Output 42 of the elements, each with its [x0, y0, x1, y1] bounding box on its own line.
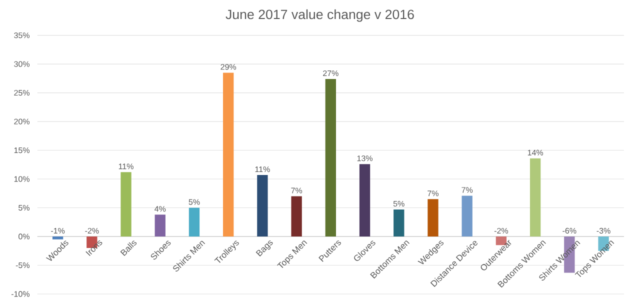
data-label: -3%	[596, 228, 610, 234]
y-tick-label: 35%	[14, 32, 30, 38]
bar	[188, 208, 200, 237]
bar	[120, 172, 132, 237]
bar	[154, 214, 166, 237]
data-label: -1%	[51, 228, 65, 234]
y-tick-label: 30%	[14, 61, 30, 67]
bar	[325, 79, 336, 237]
bar	[359, 164, 370, 237]
data-label: 4%	[154, 206, 166, 212]
data-label: 7%	[428, 190, 438, 196]
chart-title: June 2017 value change v 2016	[226, 9, 414, 22]
data-label: 7%	[462, 187, 473, 193]
data-label: 29%	[220, 64, 236, 70]
y-tick-label: 15%	[14, 147, 30, 154]
bar	[462, 196, 472, 237]
bar	[394, 209, 404, 237]
y-tick-label: 0%	[18, 234, 30, 240]
y-tick-label: -10%	[11, 291, 30, 297]
bar	[291, 196, 302, 237]
y-tick-label: 10%	[14, 176, 30, 182]
y-tick-label: 25%	[14, 90, 30, 96]
y-tick-label: -5%	[16, 262, 30, 268]
x-tick-label: Tops Men	[276, 240, 308, 268]
data-label: 11%	[255, 166, 270, 172]
bar	[223, 72, 234, 237]
data-label: 5%	[393, 200, 404, 207]
data-label: -2%	[494, 228, 508, 234]
data-label: -6%	[562, 228, 576, 234]
bar	[530, 158, 541, 237]
bar	[257, 175, 268, 237]
data-label: 11%	[118, 164, 134, 170]
data-label: 27%	[323, 70, 338, 76]
bar	[52, 236, 64, 240]
y-tick-label: 20%	[14, 118, 30, 124]
data-label: -2%	[85, 228, 99, 234]
data-label: 13%	[357, 155, 373, 162]
data-label: 14%	[528, 150, 544, 156]
data-label: 7%	[291, 188, 302, 194]
data-label: 5%	[188, 199, 200, 205]
y-tick-label: 5%	[18, 204, 30, 211]
bar	[428, 199, 438, 237]
